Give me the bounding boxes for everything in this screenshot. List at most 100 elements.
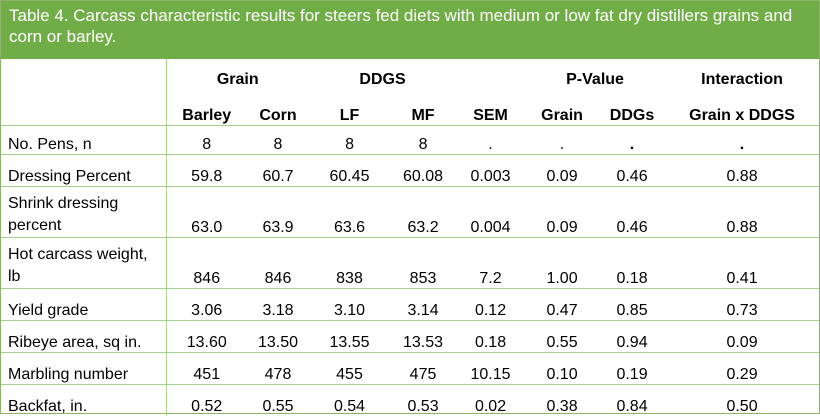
column-header: DDGs (599, 89, 665, 126)
table-cell: 8 (247, 126, 309, 155)
table-cell: 13.55 (309, 321, 390, 353)
table-cell: 0.38 (525, 385, 599, 416)
table-cell: 13.50 (247, 321, 309, 353)
table-cell: 60.08 (390, 155, 456, 187)
table-cell: 10.15 (456, 353, 525, 385)
column-header-row: Barley Corn LF MF SEM Grain DDGs Grain x… (1, 89, 819, 126)
table-cell: 8 (309, 126, 390, 155)
table-cell: 853 (390, 238, 456, 289)
table-cell: 60.7 (247, 155, 309, 187)
table-row: Marbling number 451 478 455 475 10.15 0.… (1, 353, 819, 385)
column-header: Barley (166, 89, 247, 126)
table-cell: 3.06 (166, 289, 247, 321)
table-cell: 455 (309, 353, 390, 385)
table-cell: 0.09 (665, 321, 819, 353)
table-row: Backfat, in. 0.52 0.55 0.54 0.53 0.02 0.… (1, 385, 819, 416)
table-cell: 3.18 (247, 289, 309, 321)
table-cell: 0.10 (525, 353, 599, 385)
row-label: Dressing Percent (1, 155, 166, 187)
table-cell: 0.02 (456, 385, 525, 416)
empty-header-cell (1, 89, 166, 126)
row-label: Ribeye area, sq in. (1, 321, 166, 353)
table-cell: 0.47 (525, 289, 599, 321)
table-cell: 8 (166, 126, 247, 155)
table-cell: 0.88 (665, 155, 819, 187)
row-label: Backfat, in. (1, 385, 166, 416)
table-cell: 60.45 (309, 155, 390, 187)
table-row: Shrink dressing percent 63.0 63.9 63.6 6… (1, 187, 819, 238)
table-cell: 0.18 (599, 238, 665, 289)
table-cell: 0.73 (665, 289, 819, 321)
table-cell: 63.6 (309, 187, 390, 238)
table-caption: Table 4. Carcass characteristic results … (1, 1, 819, 59)
table-cell: 0.55 (525, 321, 599, 353)
table-cell: 0.52 (166, 385, 247, 416)
table-cell: 0.84 (599, 385, 665, 416)
table-cell: 846 (247, 238, 309, 289)
column-header: MF (390, 89, 456, 126)
table-cell: 3.14 (390, 289, 456, 321)
table-cell: 0.003 (456, 155, 525, 187)
row-label: Hot carcass weight, lb (1, 238, 166, 289)
table-cell: . (665, 126, 819, 155)
table-cell: . (456, 126, 525, 155)
table-cell: 478 (247, 353, 309, 385)
row-label: Shrink dressing percent (1, 187, 166, 238)
row-label: Marbling number (1, 353, 166, 385)
table-row: No. Pens, n 8 8 8 8 . . . . (1, 126, 819, 155)
table-cell: 0.09 (525, 155, 599, 187)
table-cell: 7.2 (456, 238, 525, 289)
group-header-ddgs: DDGS (309, 59, 456, 89)
table-cell: 63.0 (166, 187, 247, 238)
empty-header-cell (456, 59, 525, 89)
table-cell: 63.2 (390, 187, 456, 238)
table-row: Yield grade 3.06 3.18 3.10 3.14 0.12 0.4… (1, 289, 819, 321)
table-row: Ribeye area, sq in. 13.60 13.50 13.55 13… (1, 321, 819, 353)
table-cell: 0.29 (665, 353, 819, 385)
table-cell: 13.60 (166, 321, 247, 353)
column-header: Grain (525, 89, 599, 126)
table-cell: 0.53 (390, 385, 456, 416)
table-row: Hot carcass weight, lb 846 846 838 853 7… (1, 238, 819, 289)
table-cell: 59.8 (166, 155, 247, 187)
table-cell: 0.54 (309, 385, 390, 416)
table-cell: 0.85 (599, 289, 665, 321)
table-cell: 0.50 (665, 385, 819, 416)
column-header: Grain x DDGS (665, 89, 819, 126)
row-label: No. Pens, n (1, 126, 166, 155)
table-row: Dressing Percent 59.8 60.7 60.45 60.08 0… (1, 155, 819, 187)
table-cell: 13.53 (390, 321, 456, 353)
table-cell: 63.9 (247, 187, 309, 238)
empty-header-cell (1, 59, 166, 89)
table-cell: 0.46 (599, 187, 665, 238)
table-cell: 846 (166, 238, 247, 289)
table-cell: 0.12 (456, 289, 525, 321)
group-header-row: Grain DDGS P-Value Interaction (1, 59, 819, 89)
table-cell: 1.00 (525, 238, 599, 289)
group-header-interaction: Interaction (665, 59, 819, 89)
table-cell: 838 (309, 238, 390, 289)
table-cell: 0.46 (599, 155, 665, 187)
table-cell: . (599, 126, 665, 155)
table-cell: . (525, 126, 599, 155)
column-header: SEM (456, 89, 525, 126)
table-cell: 475 (390, 353, 456, 385)
group-header-grain: Grain (166, 59, 309, 89)
row-label: Yield grade (1, 289, 166, 321)
table-cell: 451 (166, 353, 247, 385)
table-cell: 0.18 (456, 321, 525, 353)
carcass-table: Grain DDGS P-Value Interaction Barley Co… (1, 59, 819, 416)
table-cell: 0.004 (456, 187, 525, 238)
table-cell: 0.09 (525, 187, 599, 238)
column-header: Corn (247, 89, 309, 126)
table-cell: 0.41 (665, 238, 819, 289)
table-cell: 0.88 (665, 187, 819, 238)
table-cell: 0.94 (599, 321, 665, 353)
table-cell: 8 (390, 126, 456, 155)
table-cell: 0.19 (599, 353, 665, 385)
group-header-pvalue: P-Value (525, 59, 665, 89)
table-cell: 0.55 (247, 385, 309, 416)
table-cell: 3.10 (309, 289, 390, 321)
column-header: LF (309, 89, 390, 126)
